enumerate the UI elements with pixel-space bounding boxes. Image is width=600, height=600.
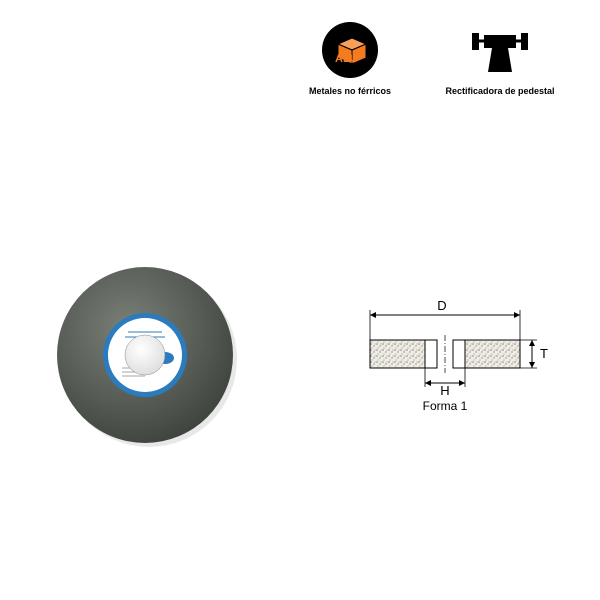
svg-text:ALU: ALU bbox=[335, 53, 358, 65]
svg-text:Forma 1: Forma 1 bbox=[423, 399, 468, 413]
grinder-icon bbox=[470, 20, 530, 80]
icon-pedestal-grinder: Rectificadora de pedestal bbox=[440, 20, 560, 96]
dimension-diagram: D H T Forma 1 bbox=[340, 285, 550, 430]
grinding-wheel-photo bbox=[50, 260, 240, 455]
svg-text:T: T bbox=[540, 346, 548, 361]
grinder-icon-label: Rectificadora de pedestal bbox=[445, 86, 554, 96]
product-detail-row: D H T Forma 1 bbox=[0, 260, 600, 455]
icon-non-ferrous-metals: ALU Metales no férricos bbox=[290, 20, 410, 96]
alu-icon: ALU bbox=[320, 20, 380, 80]
application-icons-row: ALU Metales no férricos Rectificadora de… bbox=[290, 20, 560, 96]
svg-text:D: D bbox=[437, 298, 446, 313]
alu-icon-label: Metales no férricos bbox=[309, 86, 391, 96]
svg-text:H: H bbox=[440, 383, 449, 398]
